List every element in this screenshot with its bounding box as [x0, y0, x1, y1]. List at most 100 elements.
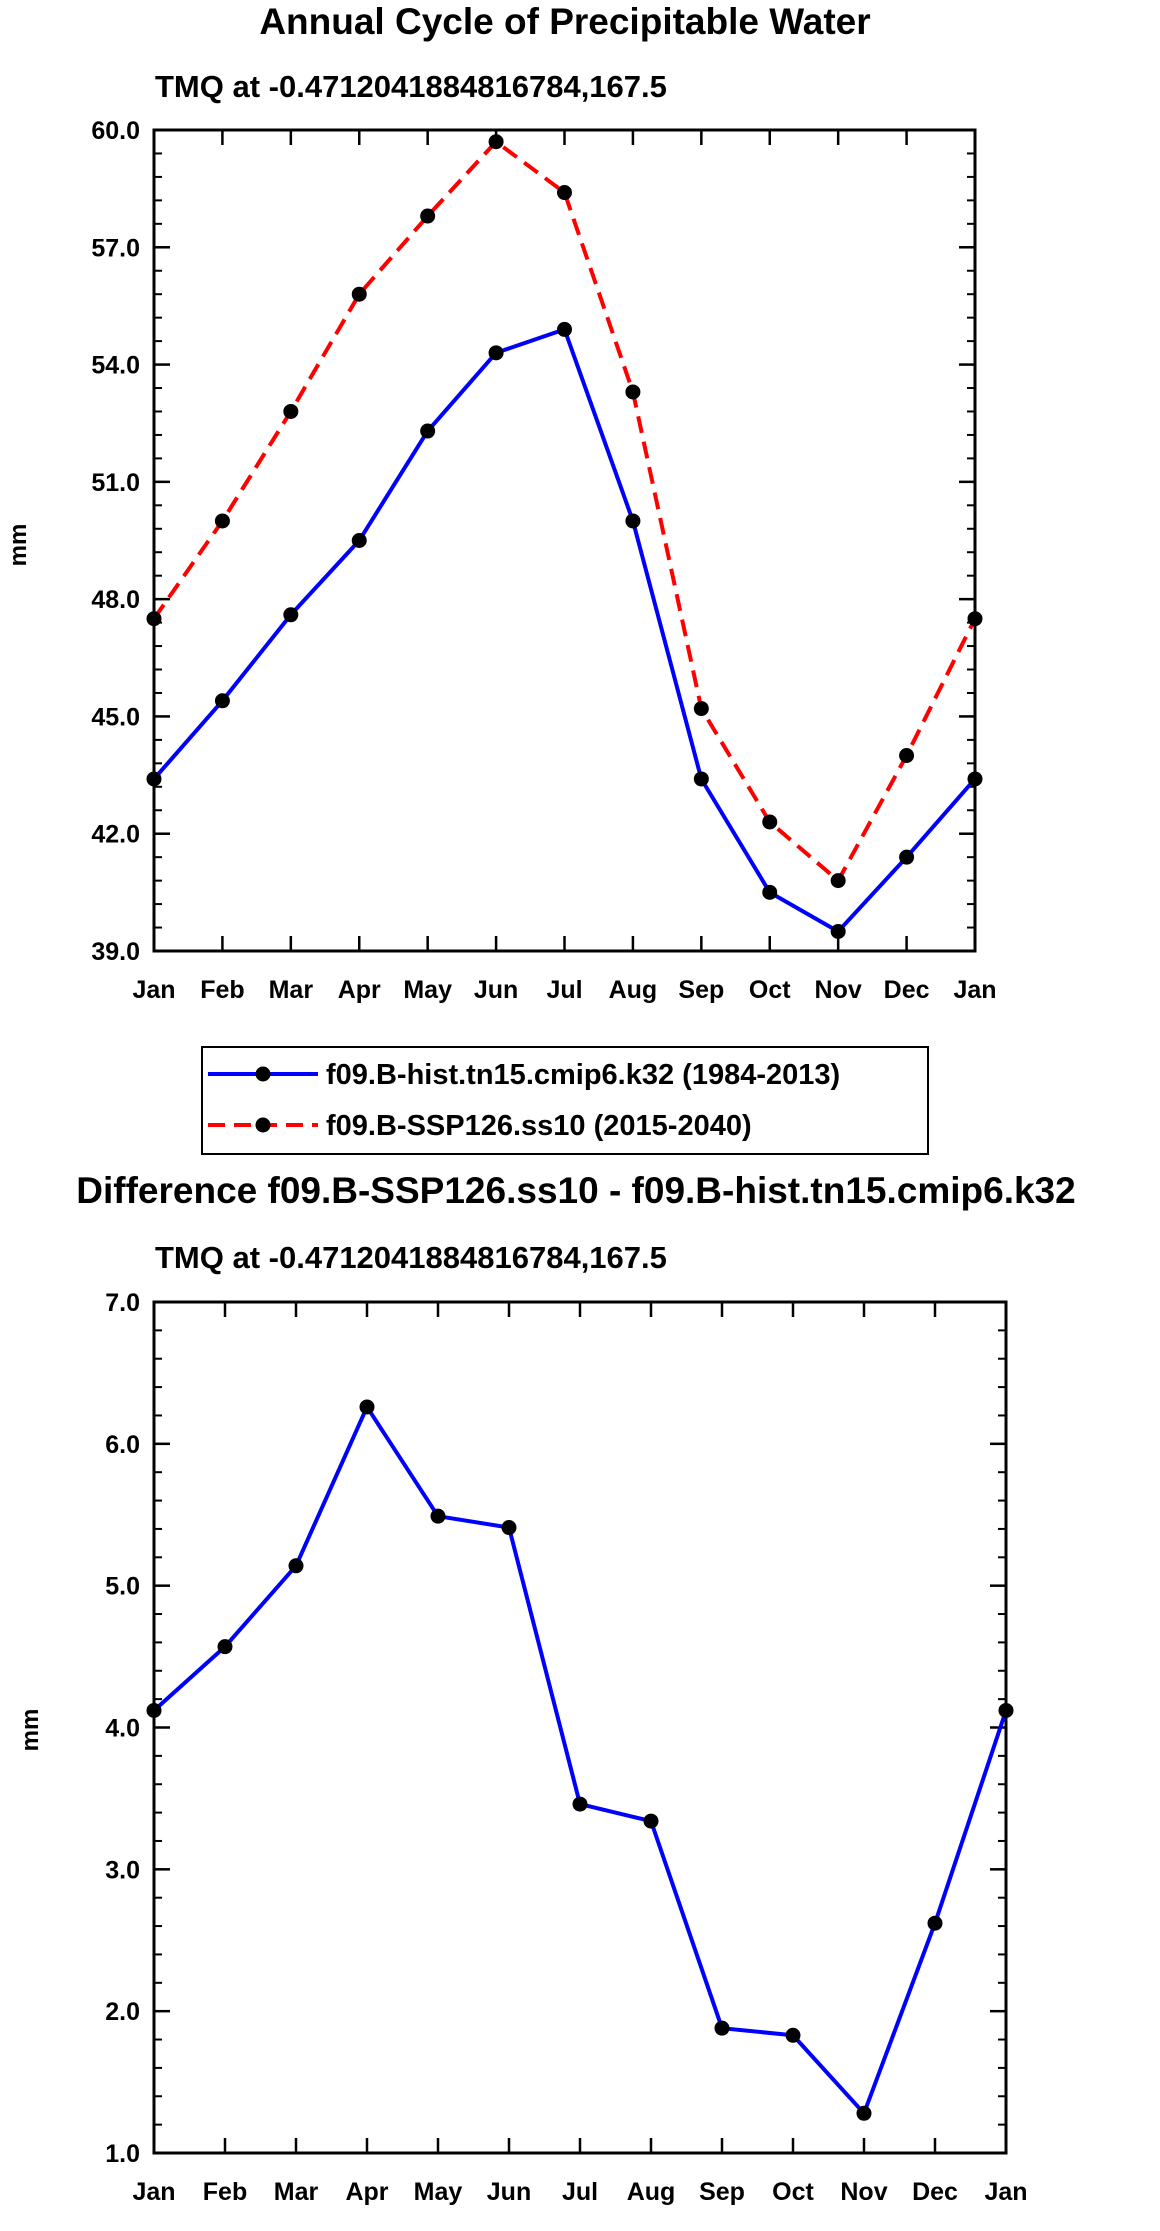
chart1-ytick-label: 42.0 — [91, 821, 140, 849]
chart1-ytick-label: 54.0 — [91, 352, 140, 380]
chart2-ytick-label: 2.0 — [105, 1998, 140, 2026]
chart1-xtick-label: Sep — [678, 976, 724, 1004]
chart2-series-1-point — [146, 1702, 162, 1718]
chart2-series-1-point — [856, 2105, 872, 2121]
chart1-series-1-point — [146, 771, 162, 787]
chart1-xtick-label: May — [403, 976, 452, 1004]
chart1-xtick-label: Aug — [609, 976, 658, 1004]
chart1-ytick-label: 45.0 — [91, 703, 140, 731]
chart1-series-1-point — [762, 884, 778, 900]
chart2-xtick-label: Jul — [562, 2178, 598, 2206]
chart1-frame — [152, 128, 977, 953]
chart1-series-2-point — [830, 873, 846, 889]
chart1-series-2-point — [557, 185, 572, 201]
chart1-series-1-point — [693, 771, 709, 787]
chart2-series-1-line — [152, 1404, 1008, 2116]
chart2-ytick-label: 7.0 — [105, 1289, 140, 1317]
chart1-series-2-point — [283, 403, 299, 419]
chart2-series-1-point — [359, 1399, 375, 1415]
chart1-series-2-point — [146, 611, 162, 627]
chart1-ytick-label: 39.0 — [91, 938, 140, 966]
chart2-xtick-label: Nov — [840, 2178, 887, 2206]
chart2-xtick-label: Aug — [627, 2178, 676, 2206]
chart1-series-2-line — [152, 139, 977, 883]
chart1-series-1-point — [830, 923, 846, 939]
chart1-ytick-label: 60.0 — [91, 117, 140, 145]
chart1-xtick-label: Jan — [132, 976, 175, 1004]
chart1-series-1-point — [283, 607, 299, 623]
chart1-series-1-line — [152, 327, 977, 934]
chart1-series-1-point — [351, 533, 367, 548]
chart2-xtick-label: Oct — [772, 2178, 814, 2206]
chart2-xtick-label: Mar — [274, 2178, 319, 2206]
chart2-ytick-label: 5.0 — [105, 1573, 140, 1601]
chart2-ytick-label: 1.0 — [105, 2140, 140, 2168]
legend-label-series-2: f09.B-SSP126.ss10 (2015-2040) — [326, 1110, 752, 1142]
chart2-series-1-point — [643, 1813, 659, 1829]
chart1-title: Annual Cycle of Precipitable Water — [259, 1, 870, 42]
chart2-xtick-label: Apr — [345, 2178, 388, 2206]
chart2-xtick-label: Sep — [699, 2178, 745, 2206]
chart1-series-2-point — [967, 611, 983, 627]
chart2-ytick-label: 4.0 — [105, 1715, 140, 1743]
chart1-series-1-point — [967, 771, 983, 787]
chart1-xtick-label: Mar — [269, 976, 314, 1004]
legend: f09.B-hist.tn15.cmip6.k32 (1984-2013) f0… — [201, 1046, 929, 1155]
chart2-subtitle: TMQ at -0.4712041884816784,167.5 — [155, 1240, 667, 1275]
chart1-xtick-label: Apr — [338, 976, 381, 1004]
chart1-series-2-point — [762, 814, 778, 830]
chart2-frame — [152, 1300, 1008, 2155]
chart2-series-1-point — [217, 1639, 233, 1655]
chart1-xtick-label: Nov — [815, 976, 862, 1004]
legend-marker-series-1 — [255, 1066, 271, 1082]
chart1-ytick-label: 51.0 — [91, 469, 140, 497]
chart1-series-1-point — [214, 693, 230, 709]
chart2-series-1-point — [714, 2020, 730, 2036]
chart1-series-1-point — [899, 849, 915, 865]
legend-box — [201, 1046, 929, 1155]
legend-marker-series-2 — [255, 1117, 271, 1133]
chart1-ylabel: mm — [5, 524, 32, 567]
chart2-xtick-label: Jan — [984, 2178, 1027, 2206]
legend-label-series-1: f09.B-hist.tn15.cmip6.k32 (1984-2013) — [326, 1059, 840, 1091]
chart1-plot: Jan Feb Mar Apr May Jun Jul Aug Sep Oct Nov Dec Jan 3… — [91, 117, 996, 1004]
chart1-xtick-label: Oct — [749, 976, 791, 1004]
chart2-plot: Jan Feb Mar Apr May Jun Jul Aug Sep Oct Nov Dec Jan 1… — [105, 1289, 1027, 2206]
chart1-series-2-point — [420, 208, 436, 224]
chart1-series-2-point — [488, 134, 504, 150]
chart1-ytick-label: 57.0 — [91, 234, 140, 262]
chart2-series-1-point — [501, 1520, 517, 1536]
chart2-series-1-point — [288, 1558, 304, 1574]
chart2-series-1-point — [785, 2027, 801, 2043]
chart1-series-2-point — [214, 513, 230, 529]
chart2-ylabel: mm — [17, 1709, 44, 1752]
chart2-ytick-label: 6.0 — [105, 1431, 140, 1459]
chart2-xtick-label: Feb — [203, 2178, 247, 2206]
chart2-series-1-point — [572, 1796, 588, 1812]
chart1-xtick-label: Jun — [474, 976, 518, 1004]
chart1-series-1-point — [625, 513, 641, 529]
chart2-series-1-point — [998, 1702, 1014, 1718]
chart1-series-2-point — [899, 748, 915, 764]
chart1-xtick-label: Jan — [953, 976, 996, 1004]
chart1-series-1-point — [488, 345, 504, 361]
chart1-series-1-point — [420, 423, 436, 439]
chart1-xtick-label: Feb — [200, 976, 244, 1004]
chart2-xtick-label: Jan — [132, 2178, 175, 2206]
chart2-ytick-label: 3.0 — [105, 1856, 140, 1884]
chart2-series-1-point — [927, 1915, 943, 1931]
chart1-subtitle: TMQ at -0.4712041884816784,167.5 — [155, 69, 667, 104]
chart1-series-2-point — [693, 701, 709, 717]
chart2-xtick-label: Dec — [912, 2178, 958, 2206]
chart2-xtick-label: May — [414, 2178, 463, 2206]
chart2-xtick-label: Jun — [487, 2178, 531, 2206]
chart2-title: Difference f09.B-SSP126.ss10 - f09.B-his… — [76, 1170, 1075, 1211]
chart1-xtick-label: Jul — [546, 976, 582, 1004]
chart1-series-2-point — [351, 286, 367, 302]
chart1-series-2-point — [625, 384, 641, 400]
chart1-series-1-point — [557, 321, 572, 337]
chart1-ytick-label: 48.0 — [91, 586, 140, 614]
chart1-xtick-label: Dec — [884, 976, 930, 1004]
chart2-series-1-point — [430, 1508, 446, 1524]
